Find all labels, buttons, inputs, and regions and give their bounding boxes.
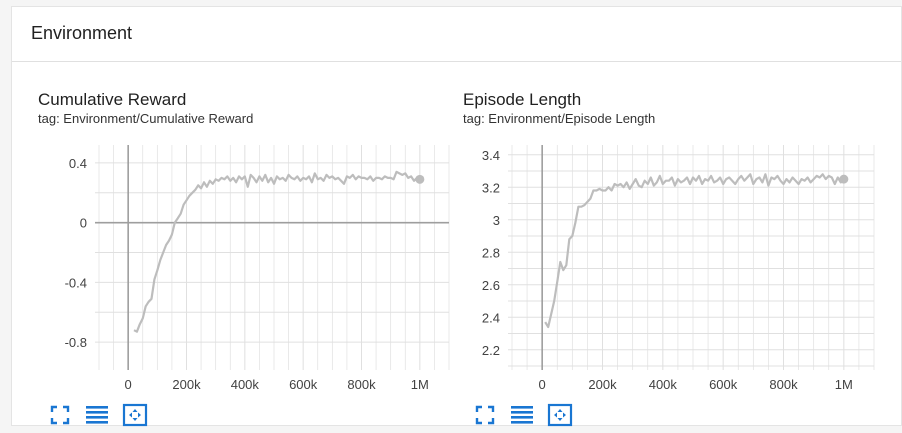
card-header[interactable]: Environment xyxy=(12,7,901,62)
chart-plot-episode-length[interactable]: 0 200k 400k 600k 800k 1M 2.2 2.4 2.6 2.8 3 3.2 3.4 xyxy=(463,90,883,400)
x-tick-label: 200k xyxy=(588,377,617,392)
section-title: Environment xyxy=(31,23,133,43)
fit-domain-icon[interactable] xyxy=(122,402,148,428)
y-tick-label: 3 xyxy=(493,213,500,228)
x-tick-label: 200k xyxy=(172,377,201,392)
y-tick-label: 3.4 xyxy=(482,148,500,163)
chart-title: Episode Length xyxy=(463,90,582,109)
y-tick-label: -0.8 xyxy=(65,335,87,350)
x-tick-label: 600k xyxy=(709,377,738,392)
x-tick-label: 1M xyxy=(835,377,853,392)
lines-icon[interactable] xyxy=(84,402,110,428)
x-tick-label: 0 xyxy=(539,377,546,392)
x-tick-label: 0 xyxy=(125,377,132,392)
series-line[interactable] xyxy=(544,173,845,329)
x-tick-label: 400k xyxy=(649,377,678,392)
chart-title: Cumulative Reward xyxy=(38,90,187,109)
y-tick-label: 2.6 xyxy=(482,278,500,293)
x-tick-label: 600k xyxy=(289,377,318,392)
y-tick-label: 0.4 xyxy=(69,156,87,171)
chart-tag: tag: Environment/Episode Length xyxy=(463,111,656,126)
y-tick-label: 2.8 xyxy=(482,245,500,260)
x-tick-label: 800k xyxy=(769,377,798,392)
y-tick-label: 2.4 xyxy=(482,310,500,325)
series-end-point[interactable] xyxy=(415,174,425,184)
fit-domain-icon[interactable] xyxy=(547,402,573,428)
environment-card: Environment Cumulative Reward tag: Envir… xyxy=(11,6,902,427)
chart-card-cumulative-reward: Cumulative Reward tag: Environment/Cumul… xyxy=(38,90,458,430)
chart-plot-cumulative-reward[interactable]: 0 200k 400k 600k 800k 1M -0.8 -0.4 0 0.4 xyxy=(38,90,458,400)
series-line[interactable] xyxy=(133,170,421,333)
lines-icon[interactable] xyxy=(509,402,535,428)
y-tick-label: 3.2 xyxy=(482,180,500,195)
fullscreen-icon[interactable] xyxy=(47,402,73,428)
chart-card-episode-length: Episode Length tag: Environment/Episode … xyxy=(463,90,883,430)
x-tick-label: 400k xyxy=(231,377,260,392)
x-tick-label: 800k xyxy=(347,377,376,392)
y-tick-label: 0 xyxy=(80,216,87,231)
x-tick-label: 1M xyxy=(411,377,429,392)
chart-tag: tag: Environment/Cumulative Reward xyxy=(38,111,254,126)
series-end-point[interactable] xyxy=(839,174,849,184)
y-tick-label: 2.2 xyxy=(482,343,500,358)
y-tick-label: -0.4 xyxy=(65,275,87,290)
fullscreen-icon[interactable] xyxy=(472,402,498,428)
